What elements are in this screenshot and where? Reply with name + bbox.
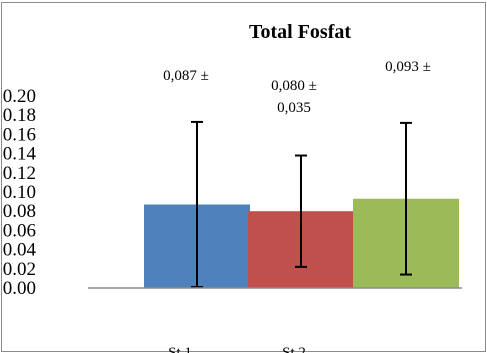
- x-tick-label: St.2: [282, 345, 306, 353]
- axes-layer: 0.000.020.040.060.080.100.120.140.160.18…: [3, 86, 462, 353]
- y-tick-label: 0.12: [3, 163, 36, 184]
- y-tick-label: 0.00: [3, 278, 36, 299]
- y-tick-label: 0.02: [3, 259, 36, 280]
- y-tick-label: 0.14: [3, 144, 37, 165]
- y-tick-label: 0.10: [3, 182, 36, 203]
- y-tick-label: 0.18: [3, 105, 36, 126]
- data-labels-layer: 0,087 ± 0,080 ±0,035 0,093 ±: [163, 59, 431, 116]
- y-tick-label: 0.08: [3, 201, 36, 222]
- y-tick-label: 0.06: [3, 220, 36, 241]
- error-bars-layer: [191, 120, 412, 289]
- x-tick-label: St.1: [168, 345, 192, 353]
- data-label: 0,093 ±: [385, 59, 431, 75]
- chart-title: Total Fosfat: [249, 21, 351, 43]
- data-label: 0,080 ±0,035: [271, 78, 317, 116]
- y-tick-label: 0.20: [3, 86, 36, 107]
- y-tick-label: 0.04: [3, 240, 37, 261]
- data-label: 0,087 ±: [163, 68, 209, 84]
- y-tick-label: 0.16: [3, 124, 36, 145]
